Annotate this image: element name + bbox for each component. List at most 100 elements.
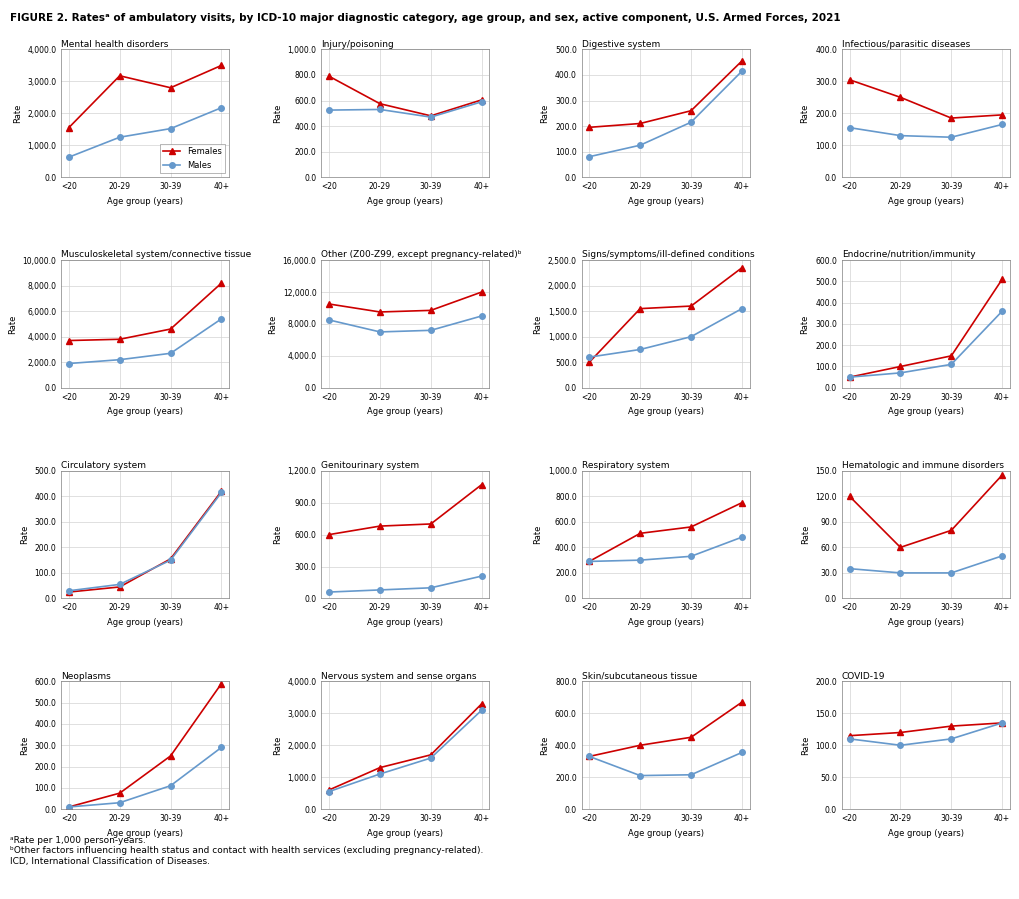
Line: Males: Males: [846, 308, 1004, 380]
Males: [945, 132, 957, 143]
Y-axis label: Rate: Rate: [273, 735, 281, 755]
Males: [62, 802, 74, 813]
Females: [215, 278, 227, 289]
Y-axis label: Rate: Rate: [533, 525, 542, 544]
Females: [685, 732, 697, 743]
Males: [735, 532, 747, 543]
Y-axis label: Rate: Rate: [273, 103, 281, 123]
Line: Females: Females: [846, 77, 1004, 120]
Females: [323, 530, 335, 540]
X-axis label: Age group (years): Age group (years): [887, 197, 963, 206]
Text: Circulatory system: Circulatory system: [61, 461, 146, 470]
Females: [424, 111, 436, 121]
Females: [735, 497, 747, 508]
Males: [843, 564, 855, 574]
Males: [894, 567, 906, 578]
Males: [583, 751, 595, 761]
Males: [164, 780, 176, 791]
Males: [996, 306, 1008, 316]
Text: Nervous system and sense organs: Nervous system and sense organs: [321, 672, 477, 681]
Males: [843, 122, 855, 133]
Males: [634, 344, 646, 355]
Line: Males: Males: [326, 99, 484, 120]
Males: [373, 104, 385, 115]
Text: Hematologic and immune disorders: Hematologic and immune disorders: [841, 461, 1003, 470]
Males: [113, 132, 125, 143]
Males: [634, 770, 646, 781]
Males: [424, 583, 436, 593]
Y-axis label: Rate: Rate: [800, 315, 809, 334]
Males: [894, 368, 906, 378]
Line: Females: Females: [586, 699, 744, 760]
Line: Females: Females: [586, 58, 744, 130]
Females: [62, 335, 74, 346]
Females: [113, 582, 125, 592]
Females: [634, 303, 646, 314]
Text: Skin/subcutaneous tissue: Skin/subcutaneous tissue: [581, 672, 696, 681]
Legend: Females, Males: Females, Males: [160, 144, 225, 173]
Females: [634, 528, 646, 539]
Females: [945, 525, 957, 536]
Line: Males: Males: [846, 121, 1004, 140]
Males: [323, 786, 335, 797]
Line: Males: Males: [66, 490, 224, 593]
Males: [424, 325, 436, 335]
Y-axis label: Rate: Rate: [8, 315, 17, 334]
Line: Females: Females: [66, 681, 224, 810]
Females: [373, 521, 385, 531]
Females: [735, 697, 747, 708]
Males: [113, 354, 125, 365]
Females: [894, 727, 906, 738]
Males: [215, 314, 227, 325]
Line: Males: Males: [586, 68, 744, 159]
Females: [996, 274, 1008, 285]
Females: [583, 556, 595, 566]
Y-axis label: Rate: Rate: [20, 735, 29, 755]
Females: [996, 469, 1008, 480]
Males: [685, 551, 697, 562]
Males: [634, 555, 646, 565]
Y-axis label: Rate: Rate: [273, 525, 282, 544]
Y-axis label: Rate: Rate: [540, 103, 549, 123]
Y-axis label: Rate: Rate: [533, 315, 542, 334]
Males: [164, 123, 176, 134]
Text: Musculoskeletal system/connective tissue: Musculoskeletal system/connective tissue: [61, 250, 252, 259]
Males: [735, 66, 747, 76]
Males: [996, 717, 1008, 728]
Males: [62, 152, 74, 163]
Line: Females: Females: [846, 277, 1004, 380]
X-axis label: Age group (years): Age group (years): [627, 618, 703, 627]
Males: [113, 579, 125, 590]
Females: [996, 110, 1008, 120]
Text: Genitourinary system: Genitourinary system: [321, 461, 419, 470]
Females: [634, 118, 646, 129]
X-axis label: Age group (years): Age group (years): [627, 197, 703, 206]
Line: Females: Females: [326, 701, 484, 793]
Line: Males: Males: [66, 744, 224, 810]
Females: [685, 300, 697, 311]
Y-axis label: Rate: Rate: [20, 525, 29, 544]
Text: Respiratory system: Respiratory system: [581, 461, 668, 470]
Males: [215, 102, 227, 113]
Females: [373, 307, 385, 317]
Females: [215, 678, 227, 689]
Line: Males: Males: [586, 534, 744, 565]
Text: Neoplasms: Neoplasms: [61, 672, 111, 681]
Males: [323, 315, 335, 325]
Line: Males: Males: [326, 313, 484, 334]
Text: ᵃRate per 1,000 person-years.
ᵇOther factors influencing health status and conta: ᵃRate per 1,000 person-years. ᵇOther fac…: [10, 836, 483, 866]
Females: [164, 554, 176, 565]
Males: [634, 140, 646, 151]
Females: [373, 98, 385, 109]
Line: Females: Females: [66, 63, 224, 130]
Males: [475, 571, 487, 582]
Males: [475, 96, 487, 107]
Line: Males: Males: [586, 306, 744, 360]
Males: [996, 550, 1008, 561]
Line: Males: Males: [846, 553, 1004, 575]
X-axis label: Age group (years): Age group (years): [107, 618, 183, 627]
Males: [373, 326, 385, 337]
Males: [945, 567, 957, 578]
Line: Females: Females: [586, 500, 744, 565]
Males: [735, 303, 747, 314]
